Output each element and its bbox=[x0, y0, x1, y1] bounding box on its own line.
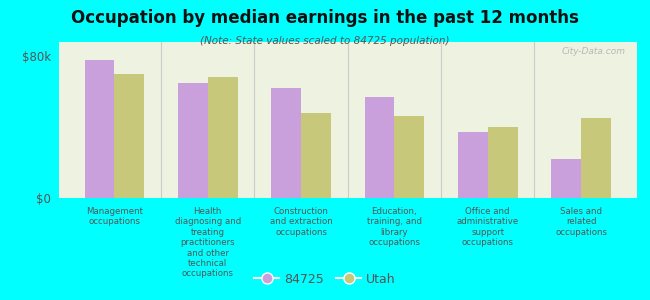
Bar bbox=[271, 88, 301, 198]
Bar bbox=[581, 118, 611, 198]
Bar bbox=[301, 113, 331, 198]
Text: Construction
and extraction
occupations: Construction and extraction occupations bbox=[270, 207, 332, 237]
Text: Health
diagnosing and
treating
practitioners
and other
technical
occupations: Health diagnosing and treating practitio… bbox=[175, 207, 241, 278]
Text: (Note: State values scaled to 84725 population): (Note: State values scaled to 84725 popu… bbox=[200, 36, 450, 46]
Bar bbox=[551, 159, 581, 198]
Text: Sales and
related
occupations: Sales and related occupations bbox=[555, 207, 607, 237]
Bar bbox=[458, 132, 488, 198]
Text: Education,
training, and
library
occupations: Education, training, and library occupat… bbox=[367, 207, 422, 247]
Bar bbox=[84, 60, 114, 198]
Text: Management
occupations: Management occupations bbox=[86, 207, 143, 226]
Legend: 84725, Utah: 84725, Utah bbox=[249, 268, 401, 291]
Bar bbox=[395, 116, 424, 198]
Text: Office and
administrative
support
occupations: Office and administrative support occupa… bbox=[456, 207, 519, 247]
Bar bbox=[114, 74, 144, 198]
Bar bbox=[208, 77, 238, 198]
Text: City-Data.com: City-Data.com bbox=[562, 47, 625, 56]
Bar bbox=[488, 127, 517, 198]
Text: Occupation by median earnings in the past 12 months: Occupation by median earnings in the pas… bbox=[71, 9, 579, 27]
Bar bbox=[178, 83, 208, 198]
Bar bbox=[365, 97, 395, 198]
